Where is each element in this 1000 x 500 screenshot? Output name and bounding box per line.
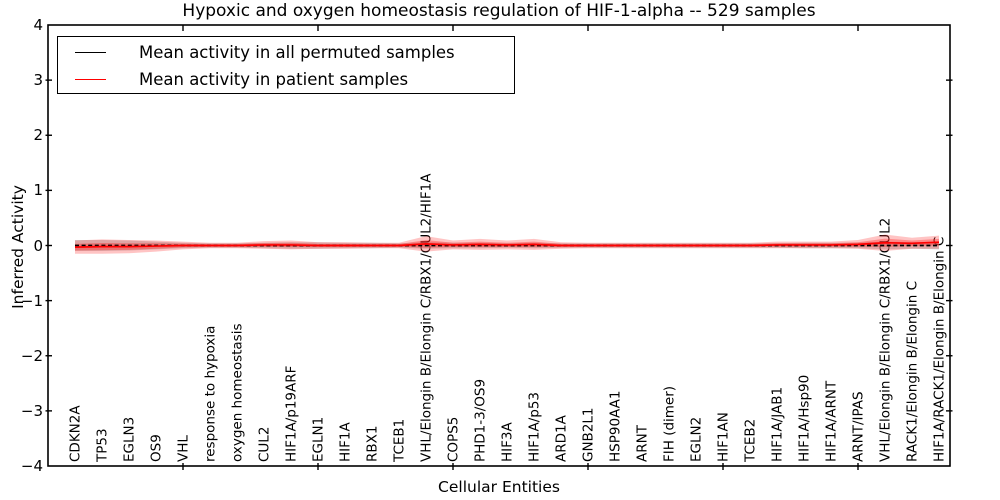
legend: Mean activity in all permuted samples Me… <box>57 36 515 94</box>
x-category-label: COPS5 <box>446 417 462 462</box>
x-category-label: TCEB2 <box>743 419 759 463</box>
x-category-label: HIF1A/RACK1/Elongin B/Elongin C <box>932 237 948 462</box>
x-category-label: HIF1A/p53 <box>527 392 543 462</box>
x-category-label: FIH (dimer) <box>662 386 678 462</box>
x-axis-label: Cellular Entities <box>438 478 560 496</box>
y-tick-label: 1 <box>33 181 43 200</box>
x-category-label: RBX1 <box>365 426 381 462</box>
x-category-label: VHL <box>176 435 192 462</box>
x-category-label: oxygen homeostasis <box>230 324 246 463</box>
legend-item-permuted: Mean activity in all permuted samples <box>58 38 455 66</box>
x-category-label: TCEB1 <box>392 419 408 463</box>
x-category-label: HIF1A/Hsp90 <box>797 375 813 462</box>
chart-title: Hypoxic and oxygen homeostasis regulatio… <box>182 1 816 21</box>
patient-line-icon <box>75 78 106 80</box>
x-category-label: VHL/Elongin B/Elongin C/RBX1/CUL2 <box>878 218 894 462</box>
x-category-label: PHD1-3/OS9 <box>473 379 489 462</box>
x-category-label: GNB2L1 <box>581 407 597 462</box>
x-category-label: HIF3A <box>500 422 516 462</box>
x-category-label: EGLN2 <box>689 417 705 462</box>
x-category-label: response to hypoxia <box>203 326 219 462</box>
x-category-label: ARNT/IPAS <box>851 391 867 462</box>
x-category-label: HSP90AA1 <box>608 391 624 462</box>
x-category-label: TP53 <box>95 428 111 463</box>
legend-label-patient: Mean activity in patient samples <box>139 69 409 89</box>
x-category-label: CDKN2A <box>68 405 84 462</box>
x-category-label: ARNT <box>635 424 651 462</box>
permuted-line-icon <box>75 51 106 53</box>
x-category-label: HIF1AN <box>716 412 732 462</box>
y-tick-label: −3 <box>20 401 43 420</box>
x-category-label: HIF1A/JAB1 <box>770 387 786 462</box>
y-tick-label: 2 <box>33 126 43 145</box>
legend-label-permuted: Mean activity in all permuted samples <box>139 42 455 62</box>
x-category-label: VHL/Elongin B/Elongin C/RBX1/CUL2/HIF1A <box>419 173 435 462</box>
x-category-label: HIF1A/ARNT <box>824 380 840 462</box>
patient-mean-line <box>74 241 940 249</box>
legend-item-patient: Mean activity in patient samples <box>58 65 408 93</box>
x-category-label: CUL2 <box>257 427 273 462</box>
y-tick-label: −1 <box>20 291 43 310</box>
x-category-label: EGLN1 <box>311 417 327 462</box>
y-tick-label: 0 <box>33 236 43 255</box>
x-category-label: HIF1A/p19ARF <box>284 366 300 462</box>
x-category-label: EGLN3 <box>122 417 138 462</box>
x-category-label: RACK1/Elongin B/Elongin C <box>905 281 921 462</box>
y-tick-label: 4 <box>33 16 43 34</box>
x-category-label: HIF1A <box>338 422 354 462</box>
y-tick-label: −2 <box>20 346 43 365</box>
x-category-label: OS9 <box>149 434 165 462</box>
y-axis-label: Inferred Activity <box>9 185 27 309</box>
x-category-label: ARD1A <box>554 414 570 462</box>
y-tick-label: 3 <box>33 71 43 90</box>
y-tick-label: −4 <box>20 457 43 475</box>
